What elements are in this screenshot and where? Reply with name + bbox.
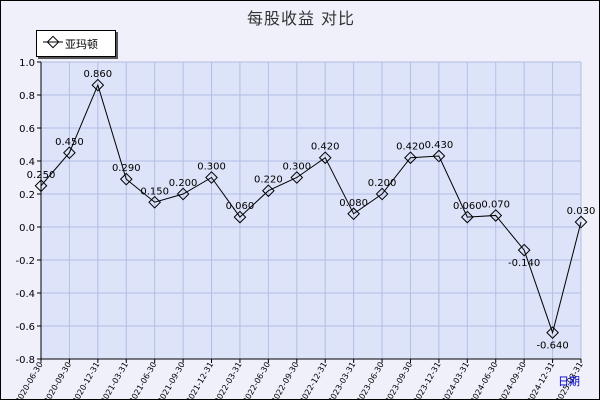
data-point (205, 171, 218, 184)
data-point (148, 195, 162, 209)
y-tick-label: -0.8 (15, 355, 35, 366)
x-axis-title: 日期 (558, 375, 580, 388)
data-point (489, 209, 503, 222)
data-point (404, 151, 417, 165)
data-label: 0.220 (254, 175, 283, 186)
data-label: -0.140 (508, 258, 540, 269)
y-tick-label: 0.0 (19, 223, 35, 234)
x-tick-label: 2023-06-30 (355, 361, 386, 400)
data-label: 0.060 (453, 201, 482, 212)
data-point (63, 146, 76, 160)
data-label: 0.150 (140, 186, 169, 197)
data-label: 0.080 (339, 198, 368, 209)
data-label: 0.420 (396, 142, 425, 153)
data-label: 0.420 (311, 142, 340, 153)
data-point (176, 187, 190, 201)
x-tick-label: 2022-12-31 (298, 361, 329, 400)
y-tick-label: 0.6 (19, 124, 35, 135)
x-tick-label: 2023-09-30 (383, 361, 414, 400)
data-label: 0.290 (112, 163, 141, 174)
data-point (574, 215, 588, 229)
data-point (432, 149, 446, 163)
data-point (546, 326, 559, 339)
data-point (375, 187, 389, 201)
data-point (233, 210, 247, 224)
data-label: 0.860 (84, 69, 113, 80)
chart-title: 每股收益 对比 (246, 9, 356, 28)
data-point (119, 172, 133, 186)
legend-label: 亚玛顿 (65, 38, 98, 51)
x-tick-label: 2020-06-30 (14, 361, 45, 400)
x-tick-label: 2024-09-30 (497, 361, 528, 400)
x-tick-label: 2021-06-30 (127, 361, 158, 400)
data-label: 0.200 (169, 178, 198, 189)
data-point (290, 171, 304, 184)
data-label: 0.070 (481, 199, 510, 210)
x-tick-label: 2022-03-31 (213, 361, 244, 400)
plot-area (41, 62, 581, 359)
data-point (460, 210, 474, 224)
data-label: 0.060 (226, 201, 255, 212)
x-tick-label: 2021-09-30 (156, 361, 187, 400)
x-tick-label: 2020-12-31 (71, 361, 102, 400)
x-tick-label: 2024-03-31 (440, 361, 471, 400)
data-label: 0.300 (282, 162, 311, 173)
data-point (517, 243, 531, 257)
x-tick-label: 2021-12-31 (184, 361, 215, 400)
x-tick-label: 2024-12-31 (525, 361, 556, 400)
data-label: 0.200 (368, 178, 397, 189)
data-label: 0.450 (55, 137, 84, 148)
data-label: 0.430 (425, 140, 454, 151)
data-label: -0.640 (536, 341, 568, 352)
data-label: 0.250 (27, 170, 56, 181)
data-point (91, 78, 105, 92)
legend-marker-icon (43, 35, 63, 49)
x-tick-label: 2020-09-30 (42, 361, 73, 400)
data-point (34, 179, 48, 193)
y-tick-label: -0.4 (15, 289, 35, 300)
legend: 亚玛顿 (36, 30, 116, 57)
y-tick-label: -0.2 (15, 256, 35, 267)
data-point (347, 207, 360, 221)
x-tick-label: 2022-06-30 (241, 361, 272, 400)
y-tick-label: -0.6 (15, 322, 35, 333)
x-tick-label: 2022-09-30 (269, 361, 300, 400)
x-tick-label: 2021-03-31 (99, 361, 130, 400)
data-point (318, 151, 332, 165)
x-tick-label: 2024-06-30 (468, 360, 499, 400)
x-tick-label: 2023-12-31 (412, 361, 443, 400)
x-tick-label: 2023-03-31 (326, 361, 357, 400)
data-label: 0.300 (197, 162, 226, 173)
y-tick-label: 0.4 (19, 157, 35, 168)
y-tick-label: 0.2 (19, 190, 35, 201)
data-label: 0.030 (567, 206, 596, 217)
y-tick-label: 1.0 (19, 58, 35, 69)
y-tick-label: 0.8 (19, 91, 35, 102)
data-point (262, 184, 275, 198)
